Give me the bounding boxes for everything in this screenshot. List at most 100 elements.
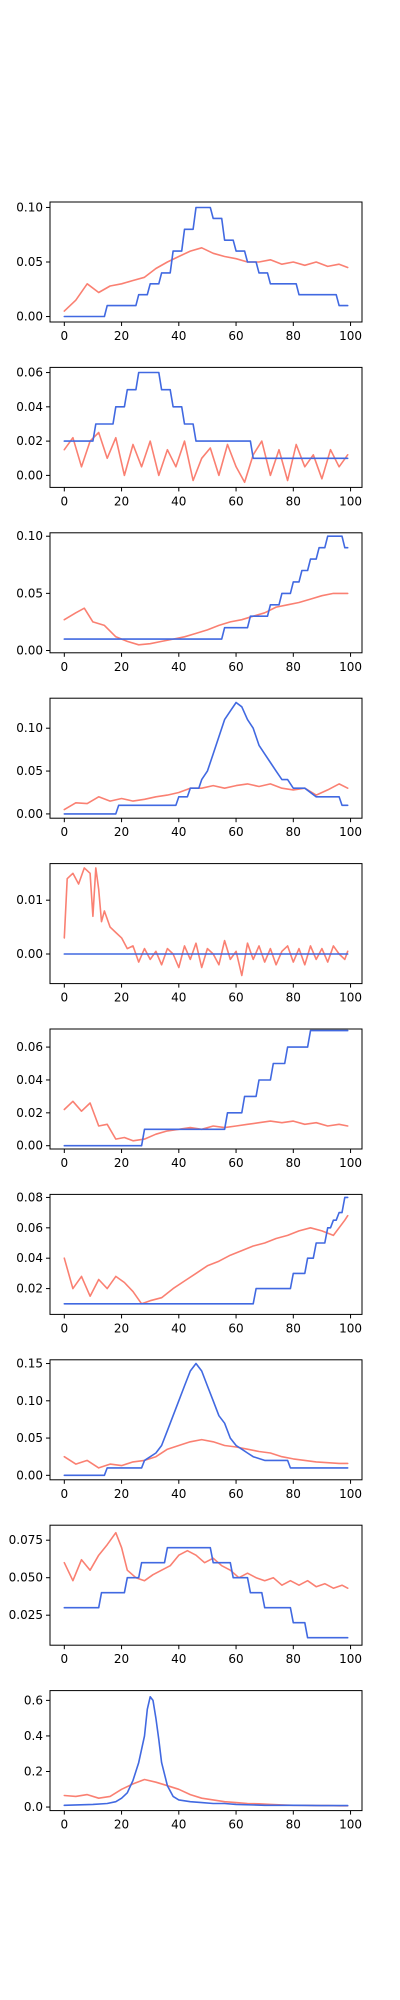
x-tick-label: 60 (228, 1818, 243, 1832)
plot-frame (49, 1359, 363, 1481)
chart-4: 0 20 40 60 80 100 0.00 0.05 0.10 (16, 697, 363, 839)
x-tick-label: 0 (60, 1156, 68, 1170)
chart-6: 0 20 40 60 80 100 0.00 0.02 0.04 0.06 (16, 1028, 363, 1170)
series-line-salmon (63, 1438, 349, 1469)
series-line-salmon (63, 1214, 349, 1305)
y-tick-label: 0.01 (16, 893, 43, 907)
x-tick-label: 100 (339, 1652, 362, 1666)
y-tick-label: 0.02 (16, 1282, 43, 1296)
x-tick-label: 0 (60, 1487, 68, 1501)
x-tick-label: 100 (339, 1156, 362, 1170)
series-line-blue (63, 1362, 349, 1477)
x-tick-label: 40 (171, 825, 186, 839)
x-tick-label: 100 (339, 1487, 362, 1501)
x-tick-label: 60 (228, 991, 243, 1005)
chart-2: 0 20 40 60 80 100 0.00 0.02 0.04 0.06 (16, 366, 363, 508)
y-tick-label: 0.10 (16, 1394, 43, 1408)
chart-10: 0 20 40 60 80 100 0.0 0.2 0.4 0.6 (24, 1690, 363, 1832)
x-tick-label: 80 (286, 1321, 301, 1335)
plot-frame (49, 697, 363, 819)
plot-frame (49, 1524, 363, 1646)
series-line-blue (63, 371, 349, 460)
x-tick-label: 20 (114, 494, 129, 508)
x-tick-label: 80 (286, 825, 301, 839)
x-tick-label: 60 (228, 1156, 243, 1170)
y-tick-label: 0.00 (16, 807, 43, 821)
x-tick-label: 20 (114, 825, 129, 839)
x-tick-label: 60 (228, 329, 243, 343)
x-tick-label: 60 (228, 1321, 243, 1335)
x-tick-label: 0 (60, 991, 68, 1005)
x-tick-label: 20 (114, 991, 129, 1005)
x-tick-label: 0 (60, 660, 68, 674)
x-tick-label: 0 (60, 1321, 68, 1335)
x-tick-label: 40 (171, 494, 186, 508)
x-tick-label: 0 (60, 329, 68, 343)
y-tick-label: 0.2 (24, 1764, 43, 1778)
x-tick-label: 40 (171, 1652, 186, 1666)
series-line-blue (63, 1029, 349, 1147)
x-tick-label: 40 (171, 1156, 186, 1170)
x-tick-label: 100 (339, 329, 362, 343)
y-tick-label: 0.05 (16, 1431, 43, 1445)
series-line-blue (63, 701, 349, 815)
x-tick-label: 40 (171, 1487, 186, 1501)
x-tick-label: 60 (228, 825, 243, 839)
x-tick-label: 80 (286, 660, 301, 674)
x-tick-label: 60 (228, 1487, 243, 1501)
x-tick-label: 80 (286, 1156, 301, 1170)
series-line-salmon (63, 431, 349, 484)
y-tick-label: 0.0 (24, 1800, 43, 1814)
x-tick-label: 60 (228, 1652, 243, 1666)
chart-8: 0 20 40 60 80 100 0.00 0.05 0.10 0.15 (16, 1357, 363, 1501)
x-tick-label: 100 (339, 1321, 362, 1335)
x-tick-label: 100 (339, 991, 362, 1005)
series-line-blue (63, 1546, 349, 1639)
plot-frame (49, 863, 363, 985)
chart-3: 0 20 40 60 80 100 0.00 0.05 0.10 (16, 529, 363, 674)
plot-frame (49, 1690, 363, 1812)
series-line-salmon (63, 867, 349, 977)
chart-1: 0 20 40 60 80 100 0.00 0.05 0.10 (16, 200, 363, 343)
x-tick-label: 0 (60, 825, 68, 839)
y-tick-label: 0.00 (16, 1468, 43, 1482)
x-tick-label: 0 (60, 494, 68, 508)
series-line-salmon (63, 1531, 349, 1589)
y-tick-label: 0.06 (16, 1040, 43, 1054)
plot-frame (49, 1193, 363, 1315)
y-tick-label: 0.05 (16, 255, 43, 269)
series-line-blue (63, 206, 349, 318)
x-tick-label: 40 (171, 660, 186, 674)
y-tick-label: 0.025 (9, 1608, 43, 1622)
y-tick-label: 0.00 (16, 468, 43, 482)
x-tick-label: 40 (171, 329, 186, 343)
x-tick-label: 100 (339, 1818, 362, 1832)
plot-frame (49, 1028, 363, 1150)
x-tick-label: 40 (171, 1321, 186, 1335)
chart-9: 0 20 40 60 80 100 0.025 0.050 0.075 (9, 1524, 363, 1666)
x-tick-label: 20 (114, 1818, 129, 1832)
x-tick-label: 80 (286, 1652, 301, 1666)
y-tick-label: 0.075 (9, 1533, 43, 1547)
series-line-salmon (63, 1100, 349, 1142)
x-tick-label: 20 (114, 1156, 129, 1170)
y-tick-label: 0.02 (16, 434, 43, 448)
y-tick-label: 0.10 (16, 200, 43, 214)
x-tick-label: 20 (114, 1487, 129, 1501)
x-tick-label: 0 (60, 1652, 68, 1666)
chart-7: 0 20 40 60 80 100 0.02 0.04 0.06 0.08 (16, 1190, 363, 1335)
y-tick-label: 0.6 (24, 1693, 43, 1707)
y-tick-label: 0.00 (16, 310, 43, 324)
x-tick-label: 60 (228, 494, 243, 508)
y-tick-label: 0.15 (16, 1357, 43, 1371)
y-tick-label: 0.02 (16, 1106, 43, 1120)
y-tick-label: 0.05 (16, 586, 43, 600)
x-tick-label: 100 (339, 825, 362, 839)
y-tick-label: 0.04 (16, 400, 43, 414)
x-tick-label: 80 (286, 991, 301, 1005)
x-tick-label: 100 (339, 660, 362, 674)
series-line-blue (63, 1196, 349, 1305)
x-tick-label: 20 (114, 660, 129, 674)
y-tick-label: 0.06 (16, 366, 43, 380)
